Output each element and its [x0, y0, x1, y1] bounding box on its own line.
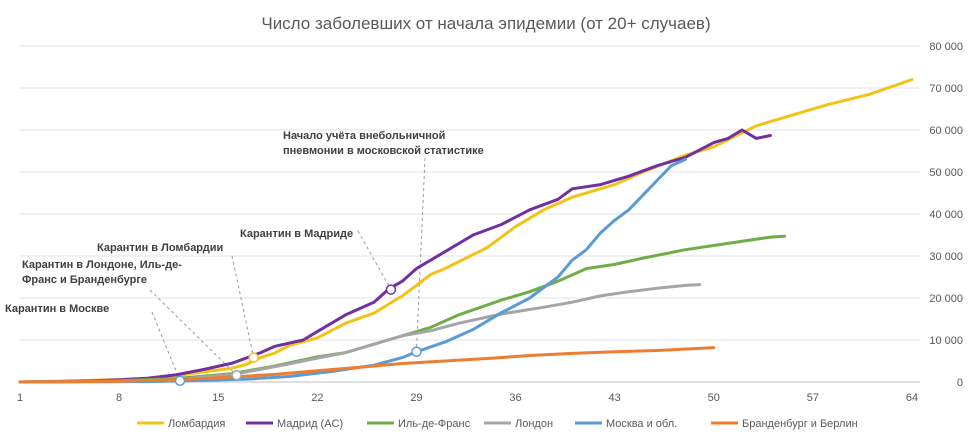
legend-item: Москва и обл.: [575, 418, 677, 430]
x-tick-label: 1: [17, 392, 23, 404]
legend: Ломбардия Мадрид (AC) Иль-де-Франс Лондон Мо…: [137, 418, 858, 430]
series-line: [18, 346, 716, 384]
annotation-leader: [357, 230, 392, 290]
x-tick-label: 57: [807, 392, 819, 404]
annotation-label: Карантин в Москве: [5, 303, 109, 315]
series-line: [18, 157, 687, 384]
annotation-line: пневмонии в московской статистике: [283, 145, 484, 157]
annotation-marker: [411, 346, 422, 358]
x-tick-label: 50: [708, 392, 720, 404]
annotation-label: Начало учёта внебольничной пневмонии в мо…: [283, 130, 484, 157]
y-tick-label: 20 000: [929, 293, 963, 305]
legend-label: Москва и обл.: [606, 418, 677, 430]
series-line: [18, 78, 914, 384]
y-tick-label: 40 000: [929, 209, 963, 221]
annotation-leader: [415, 157, 426, 352]
y-tick-label: 10 000: [929, 335, 963, 347]
annotation-label: Карантин в Ломбардии: [97, 242, 223, 254]
annotation-line: Начало учёта внебольничной: [283, 130, 445, 142]
y-tick-label: 0: [957, 377, 963, 389]
legend-label: Ломбардия: [168, 418, 225, 430]
x-axis: 1 8 15 22 29 36 43 50 57 64: [17, 392, 918, 404]
annotation-marker: [231, 370, 242, 381]
annotation-label: Карантин в Лондоне, Иль-де- Франс и Бранд…: [22, 259, 182, 286]
annotation-line: Карантин в Москве: [5, 303, 109, 315]
legend-label: Лондон: [515, 418, 553, 430]
annotation-markers: [174, 284, 422, 386]
y-tick-label: 50 000: [929, 167, 963, 179]
x-tick-label: 22: [311, 392, 323, 404]
x-tick-label: 15: [212, 392, 224, 404]
chart-title: Число заболевших от начала эпидемии (от …: [261, 14, 710, 33]
gridlines: [20, 45, 920, 383]
annotation-leader: [151, 311, 181, 381]
legend-item: Ломбардия: [137, 418, 225, 430]
annotations: Начало учёта внебольничной пневмонии в мо…: [5, 130, 484, 315]
annotation-line: Франс и Бранденбурге: [22, 274, 147, 286]
annotation-leader: [149, 289, 237, 376]
annotation-line: Карантин в Ломбардии: [97, 242, 223, 254]
series-group: [18, 78, 914, 384]
annotation-marker: [174, 375, 186, 386]
x-tick-label: 8: [116, 392, 122, 404]
annotation-marker: [385, 284, 397, 295]
legend-item: Иль-де-Франс: [367, 418, 471, 430]
annotation-line: Карантин в Мадриде: [240, 228, 353, 240]
legend-label: Иль-де-Франс: [398, 418, 471, 430]
y-tick-label: 30 000: [929, 251, 963, 263]
y-tick-label: 70 000: [929, 83, 963, 95]
legend-label: Мадрид (AC): [277, 418, 343, 430]
annotation-label: Карантин в Мадриде: [240, 228, 353, 240]
legend-item: Мадрид (AC): [246, 418, 343, 430]
x-tick-label: 64: [906, 392, 918, 404]
y-tick-label: 80 000: [929, 41, 963, 53]
x-tick-label: 36: [509, 392, 521, 404]
y-axis: 0 10 000 20 000 30 000 40 000 50 000 60 000 70 …: [929, 41, 963, 389]
legend-item: Лондон: [484, 418, 553, 430]
legend-item: Бранденбург и Берлин: [711, 418, 858, 430]
annotation-line: Карантин в Лондоне, Иль-де-: [22, 259, 182, 271]
annotation-leader: [231, 255, 255, 358]
legend-label: Бранденбург и Берлин: [742, 418, 858, 430]
series-line: [18, 128, 772, 384]
annotation-marker: [248, 352, 259, 363]
x-tick-label: 43: [609, 392, 621, 404]
annotation-leaders: [149, 157, 426, 381]
y-tick-label: 60 000: [929, 125, 963, 137]
x-tick-label: 29: [410, 392, 422, 404]
